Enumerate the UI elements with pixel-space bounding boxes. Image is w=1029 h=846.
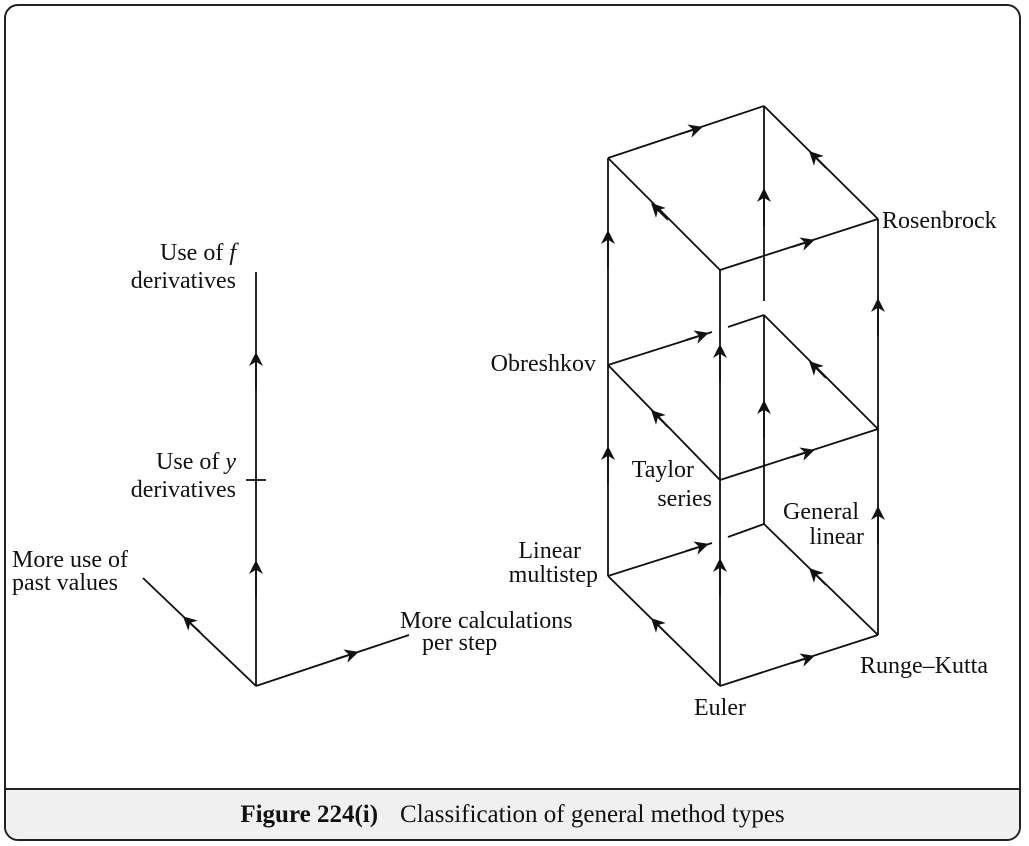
label-past-values-2: past values bbox=[12, 570, 118, 596]
label-linear-multistep-2: multistep bbox=[509, 562, 598, 588]
arrow-lm-gl bbox=[685, 541, 709, 555]
label-euler: Euler bbox=[694, 695, 746, 721]
label-use-f: Use of f bbox=[160, 240, 239, 266]
label-obreshkov: Obreshkov bbox=[491, 351, 596, 377]
label-use-y: Use of y bbox=[156, 449, 236, 475]
classification-diagram: Use of f derivatives Use of y derivative… bbox=[12, 105, 997, 721]
method-prism bbox=[601, 105, 885, 687]
axis-labels: Use of f derivatives Use of y derivative… bbox=[12, 240, 573, 656]
label-use-y-2: derivatives bbox=[131, 477, 236, 503]
caption-number: Figure 224(i) bbox=[240, 800, 379, 828]
axis-right-line bbox=[255, 634, 410, 687]
diagram-area: Use of f derivatives Use of y derivative… bbox=[6, 6, 1019, 788]
label-taylor-1: Taylor bbox=[632, 457, 694, 483]
arrow-top-front bbox=[791, 237, 815, 251]
arrow-top-back bbox=[679, 124, 703, 138]
label-more-calcs-2: per step bbox=[422, 630, 497, 656]
figure-frame: Use of f derivatives Use of y derivative… bbox=[4, 4, 1021, 841]
caption-text: Classification of general method types bbox=[400, 800, 785, 828]
label-past-values-1: More use of bbox=[12, 547, 128, 573]
arrow-top-left bbox=[651, 203, 669, 221]
edge-top-left bbox=[607, 157, 721, 271]
arrow-obr-back bbox=[685, 330, 709, 344]
label-linear-multistep-1: Linear bbox=[518, 538, 581, 564]
label-rosenbrock: Rosenbrock bbox=[882, 208, 997, 234]
label-general-linear-2: linear bbox=[809, 524, 864, 550]
method-labels: Euler Runge–Kutta Linear multistep Gener… bbox=[491, 208, 997, 721]
arrow-euler-lm bbox=[651, 618, 669, 636]
edge-obr-back-b bbox=[727, 314, 765, 328]
arrow-mid-back bbox=[809, 361, 827, 379]
label-taylor-2: series bbox=[657, 486, 712, 512]
label-runge-kutta: Runge–Kutta bbox=[860, 653, 988, 679]
edge-lm-gl-b bbox=[727, 523, 765, 538]
arrow-taylor-obr bbox=[651, 410, 669, 428]
axis-diagram bbox=[142, 272, 410, 687]
axis-right-arrow bbox=[335, 649, 359, 663]
arrow-euler-rk bbox=[791, 653, 815, 667]
arrow-taylor-mid bbox=[791, 447, 815, 461]
figure-caption: Figure 224(i) Classification of general … bbox=[6, 788, 1019, 839]
arrow-top-right bbox=[809, 151, 827, 169]
label-general-linear-1: General bbox=[783, 499, 859, 525]
label-more-calcs-1: More calculations bbox=[400, 608, 573, 634]
label-use-f-2: derivatives bbox=[131, 268, 236, 294]
axis-left-arrow bbox=[182, 616, 201, 633]
arrow-rk-gl bbox=[809, 568, 827, 586]
